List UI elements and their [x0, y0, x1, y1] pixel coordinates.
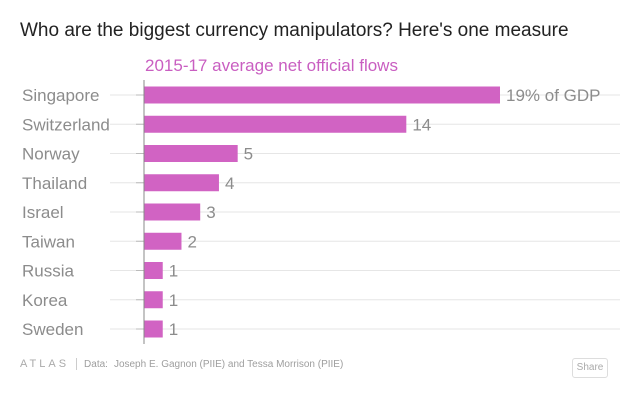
bar [144, 262, 163, 279]
value-label: 3 [206, 203, 215, 222]
value-label: 1 [169, 262, 178, 281]
share-button[interactable]: Share [572, 358, 608, 378]
category-label: Sweden [22, 320, 83, 339]
value-label: 4 [225, 174, 234, 193]
value-label: 19% of GDP [506, 86, 601, 105]
category-label: Thailand [22, 174, 87, 193]
value-label: 2 [187, 232, 196, 251]
category-label: Switzerland [22, 115, 110, 134]
category-label: Singapore [22, 86, 100, 105]
value-label: 1 [169, 320, 178, 339]
category-label: Israel [22, 203, 64, 222]
value-label: 5 [244, 145, 253, 164]
bar [144, 233, 181, 250]
footer-divider [76, 358, 77, 370]
bar [144, 204, 200, 221]
bar [144, 145, 238, 162]
bar [144, 321, 163, 338]
atlas-logo[interactable]: ATLAS [20, 358, 69, 370]
bar [144, 291, 163, 308]
value-label: 1 [169, 291, 178, 310]
source-text: Joseph E. Gagnon (PIIE) and Tessa Morris… [114, 359, 343, 370]
footer: ATLAS Data: Joseph E. Gagnon (PIIE) and … [20, 358, 343, 370]
category-label: Taiwan [22, 232, 75, 251]
category-label: Russia [22, 262, 75, 281]
category-label: Norway [22, 145, 80, 164]
bar [144, 174, 219, 191]
bar [144, 116, 406, 133]
bar [144, 87, 500, 104]
source-label: Data: [84, 359, 108, 370]
category-label: Korea [22, 291, 68, 310]
value-label: 14 [412, 115, 431, 134]
